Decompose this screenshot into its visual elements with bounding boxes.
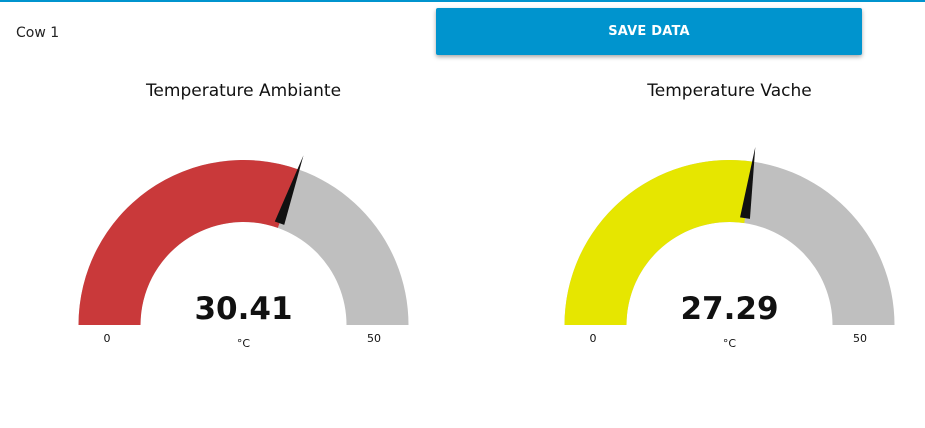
gauge-needle — [740, 146, 756, 219]
gauge-min-label: 0 — [589, 332, 597, 345]
device-label: Cow 1 — [16, 25, 60, 41]
gauge-temperature-vache: Temperature Vache 27.29 °C 0 50 — [562, 75, 897, 375]
gauge-value: 30.41 — [194, 291, 293, 327]
gauge-value-arc — [564, 160, 754, 325]
top-accent-bar — [0, 0, 925, 2]
gauge-max-label: 50 — [367, 332, 381, 345]
gauge-title: Temperature Ambiante — [145, 81, 342, 101]
gauge-max-label: 50 — [853, 332, 867, 345]
gauge-title: Temperature Vache — [647, 81, 812, 101]
gauge-value-arc — [78, 160, 299, 325]
gauge-unit: °C — [236, 337, 251, 350]
gauge-temperature-ambiante: Temperature Ambiante 30.41 °C 0 50 — [76, 75, 411, 375]
gauge-dial — [564, 146, 895, 325]
gauge-min-label: 0 — [103, 332, 111, 345]
gauge-unit: °C — [722, 337, 737, 350]
gauge-dial — [78, 155, 409, 325]
gauge-needle — [274, 155, 304, 225]
gauge-value: 27.29 — [680, 291, 779, 327]
save-data-button[interactable]: SAVE DATA — [436, 8, 862, 55]
